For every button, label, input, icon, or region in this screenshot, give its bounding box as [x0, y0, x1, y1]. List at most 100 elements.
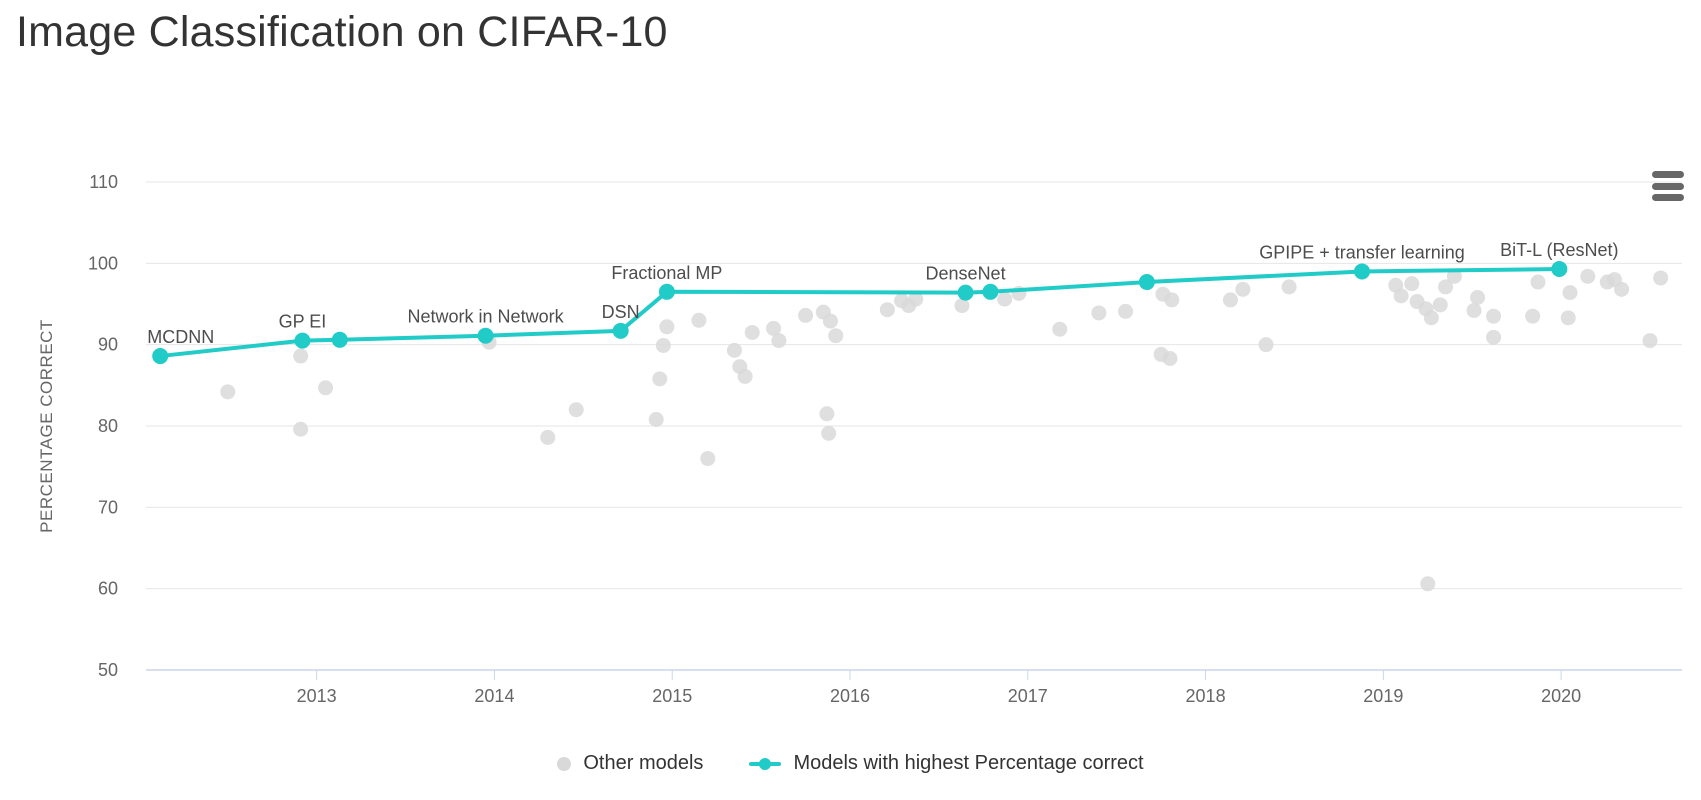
- scatter-point-other-model[interactable]: [1091, 305, 1107, 321]
- scatter-point-other-model[interactable]: [648, 411, 664, 427]
- scatter-point-other-model[interactable]: [828, 328, 844, 344]
- scatter-point-other-model[interactable]: [954, 298, 970, 314]
- sota-point-label: GP EI: [279, 312, 327, 332]
- x-tick-label: 2016: [830, 686, 870, 706]
- scatter-point-other-model[interactable]: [766, 320, 782, 336]
- x-tick-label: 2017: [1008, 686, 1048, 706]
- scatter-point-other-model[interactable]: [1052, 321, 1068, 337]
- scatter-point-other-model[interactable]: [1580, 268, 1596, 284]
- scatter-point-other-model[interactable]: [1258, 337, 1274, 353]
- scatter-point-other-model[interactable]: [1432, 297, 1448, 313]
- scatter-point-other-model[interactable]: [1423, 310, 1439, 326]
- scatter-point-other-model[interactable]: [568, 402, 584, 418]
- y-tick-label: 50: [98, 660, 118, 680]
- x-tick-label: 2013: [297, 686, 337, 706]
- sota-point[interactable]: [1138, 274, 1155, 291]
- scatter-point-other-model[interactable]: [540, 429, 556, 445]
- scatter-point-other-model[interactable]: [318, 380, 334, 396]
- sota-point[interactable]: [1354, 263, 1370, 280]
- scatter-point-other-model[interactable]: [744, 324, 760, 340]
- scatter-point-other-model[interactable]: [1560, 310, 1576, 326]
- scatter-point-other-model[interactable]: [1642, 333, 1658, 349]
- x-tick-label: 2015: [652, 686, 692, 706]
- scatter-point-other-model[interactable]: [659, 319, 675, 335]
- sota-point[interactable]: [957, 284, 974, 301]
- scatter-point-other-model[interactable]: [1470, 289, 1486, 305]
- sota-point[interactable]: [1551, 261, 1568, 278]
- scatter-point-other-model[interactable]: [1162, 350, 1178, 366]
- scatter-point-other-model[interactable]: [1118, 303, 1134, 319]
- scatter-point-other-model[interactable]: [655, 337, 671, 353]
- sota-point[interactable]: [152, 348, 169, 365]
- scatter-point-other-model[interactable]: [293, 348, 309, 364]
- y-tick-label: 70: [98, 497, 118, 517]
- hamburger-menu-icon: [1652, 194, 1684, 201]
- scatter-point-other-model[interactable]: [997, 291, 1013, 307]
- gray-dot-icon: [557, 756, 572, 771]
- scatter-point-other-model[interactable]: [819, 406, 835, 422]
- scatter-point-other-model[interactable]: [1404, 276, 1420, 292]
- scatter-point-other-model[interactable]: [1438, 279, 1454, 295]
- sota-point-label: DenseNet: [926, 264, 1006, 284]
- hamburger-menu-icon: [1652, 171, 1684, 178]
- sota-point-label: Fractional MP: [611, 263, 722, 283]
- scatter-plot: 50 60 70 80 90 100 110 2013 2014 2015 2016 2017 2018…: [37, 172, 1682, 706]
- page-title: Image Classification on CIFAR-10: [16, 8, 668, 56]
- scatter-point-other-model[interactable]: [220, 384, 236, 400]
- x-tick-label: 2014: [474, 686, 514, 706]
- scatter-point-other-model[interactable]: [1525, 308, 1541, 324]
- scatter-point-other-model[interactable]: [1466, 303, 1482, 319]
- legend-label-highest: Models with highest Percentage correct: [793, 752, 1144, 774]
- scatter-point-other-model[interactable]: [1393, 288, 1409, 304]
- sota-line: [160, 267, 1560, 359]
- scatter-point-other-model[interactable]: [737, 368, 753, 384]
- scatter-point-other-model[interactable]: [1562, 285, 1578, 301]
- x-tick-label: 2020: [1541, 686, 1581, 706]
- scatter-point-other-model[interactable]: [1486, 308, 1502, 324]
- sota-point[interactable]: [331, 331, 348, 348]
- y-axis-title: PERCENTAGE CORRECT: [37, 319, 56, 533]
- teal-line-dot-icon: [749, 757, 782, 771]
- scatter-point-other-model[interactable]: [1530, 274, 1546, 290]
- chart-menu-button[interactable]: [1651, 170, 1685, 202]
- scatter-point-other-model[interactable]: [1614, 281, 1630, 297]
- legend-label-other-models: Other models: [583, 752, 704, 774]
- scatter-point-other-model[interactable]: [822, 313, 838, 329]
- scatter-point-other-model[interactable]: [908, 291, 924, 307]
- y-tick-label: 60: [98, 579, 118, 599]
- legend-item-other-models[interactable]: Other models: [557, 752, 703, 775]
- scatter-point-other-model[interactable]: [1420, 576, 1436, 592]
- sota-point[interactable]: [612, 322, 629, 339]
- scatter-point-other-model[interactable]: [691, 312, 707, 328]
- scatter-point-other-model[interactable]: [1164, 292, 1180, 308]
- scatter-point-other-model[interactable]: [1222, 292, 1238, 308]
- scatter-point-other-model[interactable]: [879, 302, 895, 318]
- sota-point[interactable]: [982, 283, 999, 300]
- scatter-point-other-model[interactable]: [798, 307, 814, 323]
- scatter-point-other-model[interactable]: [1281, 279, 1297, 295]
- scatter-point-other-model[interactable]: [1653, 270, 1669, 286]
- y-tick-label: 100: [88, 253, 118, 273]
- x-tick-label: 2019: [1363, 686, 1403, 706]
- x-tick-label: 2018: [1186, 686, 1226, 706]
- scatter-point-other-model[interactable]: [1446, 268, 1462, 284]
- sota-point[interactable]: [658, 283, 675, 300]
- sota-point[interactable]: [477, 327, 494, 344]
- y-tick-label: 90: [98, 335, 118, 355]
- scatter-point-other-model[interactable]: [1235, 281, 1251, 297]
- legend-item-highest[interactable]: Models with highest Percentage correct: [749, 752, 1144, 775]
- sota-point[interactable]: [294, 332, 311, 349]
- scatter-point-other-model[interactable]: [821, 425, 837, 441]
- y-tick-label: 110: [89, 172, 118, 192]
- scatter-point-other-model[interactable]: [771, 333, 787, 349]
- scatter-point-other-model[interactable]: [700, 451, 716, 467]
- chart-area: 50 60 70 80 90 100 110 2013 2014 2015 2016 2017 2018…: [37, 170, 1685, 706]
- sota-point-label: BiT-L (ResNet): [1500, 240, 1618, 260]
- scatter-point-other-model[interactable]: [293, 421, 309, 437]
- y-tick-label: 80: [98, 416, 118, 436]
- scatter-point-other-model[interactable]: [652, 371, 668, 387]
- sota-point-label: GPIPE + transfer learning: [1259, 242, 1465, 262]
- sota-point-label: MCDNN: [147, 327, 214, 347]
- scatter-point-other-model[interactable]: [1486, 329, 1502, 345]
- scatter-point-other-model[interactable]: [726, 342, 742, 358]
